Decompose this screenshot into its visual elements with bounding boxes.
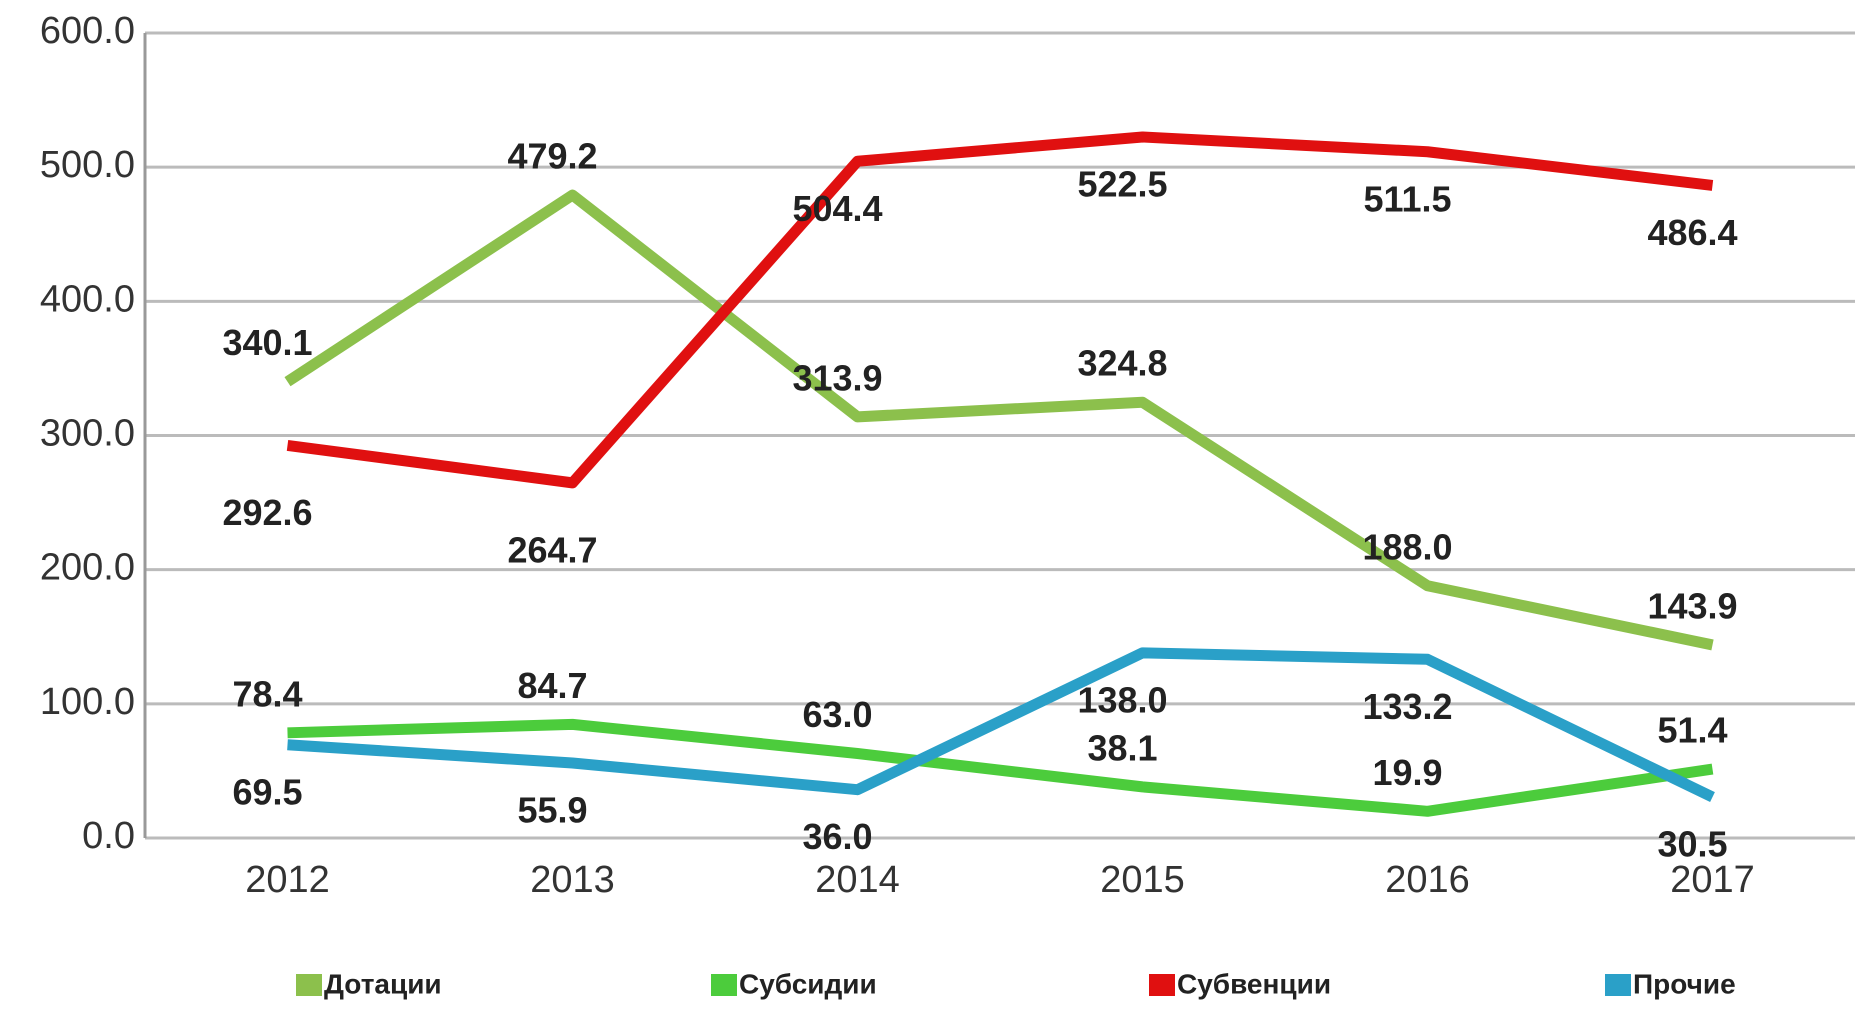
y-tick-label: 100.0 bbox=[40, 681, 135, 723]
legend-swatch bbox=[1149, 974, 1175, 996]
data-label: 486.4 bbox=[1647, 212, 1737, 253]
line bbox=[287, 647, 1715, 803]
x-tick-label: 2016 bbox=[1385, 859, 1470, 901]
legend-swatch bbox=[711, 974, 737, 996]
data-label: 511.5 bbox=[1363, 178, 1451, 219]
legend-swatch bbox=[296, 974, 322, 996]
data-label: 51.4 bbox=[1657, 710, 1727, 751]
data-label: 78.4 bbox=[232, 673, 302, 714]
data-label: 138.0 bbox=[1077, 679, 1167, 720]
data-label: 313.9 bbox=[792, 357, 882, 398]
data-label: 84.7 bbox=[517, 665, 587, 706]
data-label: 63.0 bbox=[802, 694, 872, 735]
legend-swatch bbox=[1605, 974, 1631, 996]
data-label: 324.8 bbox=[1077, 343, 1167, 384]
data-label: 504.4 bbox=[792, 188, 882, 229]
data-label: 133.2 bbox=[1362, 686, 1452, 727]
x-tick-label: 2015 bbox=[1100, 859, 1185, 901]
data-label: 55.9 bbox=[517, 790, 587, 831]
data-label: 264.7 bbox=[507, 529, 597, 570]
line bbox=[286, 131, 1714, 489]
data-label: 36.0 bbox=[802, 816, 872, 857]
data-label: 292.6 bbox=[222, 492, 312, 533]
data-label: 38.1 bbox=[1087, 727, 1157, 768]
legend-label: Прочие bbox=[1633, 968, 1736, 999]
x-tick-label: 2013 bbox=[530, 859, 615, 901]
x-tick-label: 2017 bbox=[1670, 859, 1755, 901]
legend-label: Субсидии bbox=[739, 968, 877, 999]
data-label: 69.5 bbox=[232, 771, 302, 812]
data-label: 30.5 bbox=[1657, 824, 1727, 865]
legend-label: Дотации bbox=[324, 968, 442, 999]
y-tick-label: 0.0 bbox=[82, 815, 135, 857]
x-tick-label: 2012 bbox=[245, 859, 330, 901]
data-label: 19.9 bbox=[1372, 752, 1442, 793]
data-label: 188.0 bbox=[1362, 526, 1452, 567]
data-label: 522.5 bbox=[1077, 163, 1167, 204]
data-label: 143.9 bbox=[1647, 585, 1737, 626]
y-tick-label: 600.0 bbox=[40, 10, 135, 52]
legend-label: Субвенции bbox=[1177, 968, 1331, 999]
y-tick-label: 500.0 bbox=[40, 144, 135, 186]
y-tick-label: 400.0 bbox=[40, 278, 135, 320]
y-tick-label: 200.0 bbox=[40, 547, 135, 589]
x-tick-label: 2014 bbox=[815, 859, 900, 901]
y-tick-label: 300.0 bbox=[40, 413, 135, 455]
line bbox=[287, 718, 1714, 817]
data-label: 479.2 bbox=[507, 136, 597, 177]
data-label: 340.1 bbox=[222, 322, 312, 363]
line bbox=[284, 189, 1714, 651]
